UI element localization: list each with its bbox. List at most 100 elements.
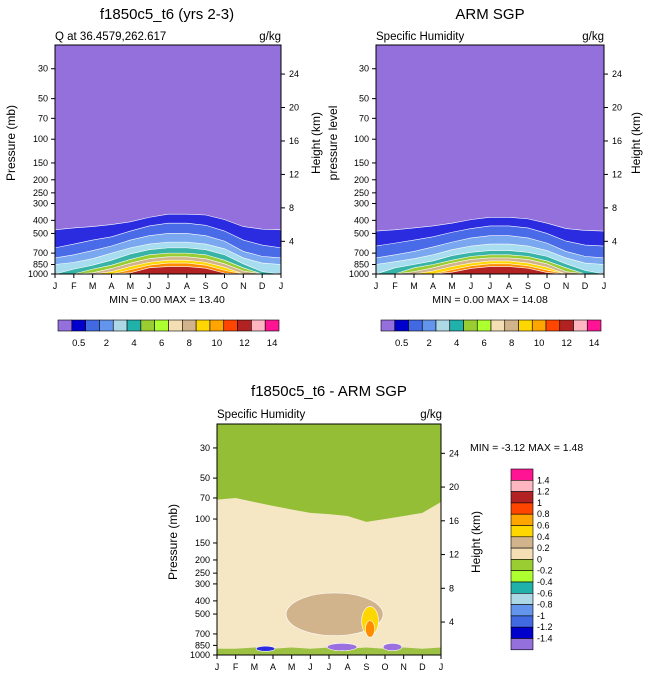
pressure-tick-label: 500 <box>33 228 48 238</box>
colorbar-diff-swatch <box>510 581 534 594</box>
month-tick-label: A <box>184 281 190 291</box>
colorbar-top-label: 8 <box>187 338 192 349</box>
height-tick-label: 24 <box>612 69 622 79</box>
pressure-tick-label: 300 <box>195 579 210 589</box>
colorbar-top-label: 14 <box>267 338 278 349</box>
colorbar-top-swatch <box>195 319 211 332</box>
month-tick-label: N <box>240 281 247 291</box>
pressure-tick-label: 250 <box>33 188 48 198</box>
pressure-tick-label: 150 <box>354 158 369 168</box>
colorbar-top-swatch <box>237 319 252 332</box>
colorbar-top-label: 6 <box>159 338 164 349</box>
colorbar-diff-swatch <box>510 570 534 583</box>
panel-diff-units: g/kg <box>420 409 442 421</box>
colorbar-top-swatch <box>57 319 73 332</box>
panel-obs-title: ARM SGP <box>455 6 524 23</box>
pressure-tick-label: 500 <box>354 228 369 238</box>
colorbar-diff-label: 0 <box>537 554 542 564</box>
colorbar-top-label: 4 <box>131 338 136 349</box>
colorbar-top-swatch <box>112 319 128 332</box>
colorbar-top-swatch <box>168 319 183 332</box>
panel-diff-ylabel-right: Height (km) <box>469 511 483 573</box>
pressure-tick-label: 700 <box>195 629 210 639</box>
pressure-tick-label: 100 <box>354 134 369 144</box>
colorbar-top-swatch <box>182 319 197 332</box>
colorbar-diff-swatch <box>510 604 534 617</box>
plot-frame <box>216 423 442 656</box>
pressure-tick-label: 150 <box>195 538 210 548</box>
colorbar-diff-label: 1 <box>537 498 542 508</box>
month-tick-label: J <box>374 281 379 291</box>
colorbar-top-label: 6 <box>481 338 486 349</box>
month-tick-label: M <box>410 281 418 291</box>
height-tick-label: 4 <box>449 617 454 627</box>
pressure-tick-label: 50 <box>200 473 210 483</box>
pressure-tick-label: 150 <box>33 158 48 168</box>
month-tick-label: A <box>506 281 512 291</box>
colorbar-top-label: 2 <box>426 338 431 349</box>
panel-model-title: f1850c5_t6 (yrs 2-3) <box>100 6 234 23</box>
colorbar-diff-swatch <box>510 479 534 492</box>
panel-obs-ylabel-right: Height (km) <box>629 112 643 174</box>
month-tick-label: M <box>448 281 456 291</box>
panel-model-units: g/kg <box>259 31 281 43</box>
colorbar-top-label: 10 <box>212 338 223 349</box>
height-tick-label: 4 <box>289 236 294 246</box>
month-tick-label: F <box>71 281 77 291</box>
colorbar-diff-swatch <box>510 559 534 572</box>
colorbar-top-swatch <box>140 319 155 332</box>
month-tick-label: A <box>430 281 436 291</box>
pressure-tick-label: 1000 <box>190 650 210 660</box>
colorbar-top-label: 0.5 <box>395 338 408 349</box>
pressure-tick-label: 300 <box>33 199 48 209</box>
panel-obs: ARM SGP Specific Humidity g/kg MIN = 0.0… <box>326 6 643 306</box>
colorbar-top-swatch <box>545 319 561 332</box>
month-tick-label: D <box>259 281 266 291</box>
pressure-tick-label: 500 <box>195 609 210 619</box>
month-tick-label: O <box>381 662 388 672</box>
month-tick-label: F <box>233 662 239 672</box>
month-tick-label: J <box>166 281 171 291</box>
colorbar-diff-swatch <box>510 513 534 526</box>
colorbar-top-swatch <box>223 319 238 332</box>
colorbar-top-label: 2 <box>104 338 109 349</box>
colorbar-diff-label: 0.6 <box>537 521 550 531</box>
height-tick-label: 24 <box>289 69 299 79</box>
panel-obs-subtitle-left: Specific Humidity <box>376 31 464 43</box>
colorbar-top-label: 10 <box>534 338 545 349</box>
colorbar-top-swatch <box>490 319 506 332</box>
colorbar-top-label: 8 <box>509 338 514 349</box>
pressure-tick-label: 700 <box>33 248 48 258</box>
plot-frame <box>375 44 605 275</box>
pressure-tick-label: 1000 <box>28 269 48 279</box>
colorbar-diff-label: -0.6 <box>537 588 553 598</box>
height-tick-label: 16 <box>449 516 459 526</box>
colorbar-top-swatch <box>559 319 574 332</box>
panel-model-stats: MIN = 0.00 MAX = 13.40 <box>109 294 225 306</box>
height-tick-label: 16 <box>289 136 299 146</box>
month-tick-label: S <box>363 662 369 672</box>
month-tick-label: J <box>327 662 332 672</box>
panel-diff-ylabel: Pressure (mb) <box>166 504 180 580</box>
pressure-tick-label: 50 <box>38 94 48 104</box>
colorbar-top-swatch <box>531 319 547 332</box>
month-tick-label: F <box>392 281 398 291</box>
colorbar-top-label: 12 <box>561 338 572 349</box>
month-tick-label: J <box>439 662 444 672</box>
month-tick-label: D <box>419 662 426 672</box>
pressure-tick-label: 200 <box>33 175 48 185</box>
month-tick-label: J <box>488 281 493 291</box>
diff-feature-moist-blob <box>285 592 384 636</box>
pressure-tick-label: 1000 <box>349 269 369 279</box>
pressure-tick-label: 100 <box>33 134 48 144</box>
pressure-tick-label: 30 <box>200 443 210 453</box>
panel-model-ylabel-right: Height (km) <box>309 112 323 174</box>
month-tick-label: N <box>563 281 570 291</box>
colorbar-top-swatch <box>421 319 437 332</box>
colorbar-diff-label: -1.2 <box>537 622 553 632</box>
colorbar-top-swatch <box>394 319 409 332</box>
height-tick-label: 20 <box>449 482 459 492</box>
colorbar-top-swatch <box>154 319 169 332</box>
